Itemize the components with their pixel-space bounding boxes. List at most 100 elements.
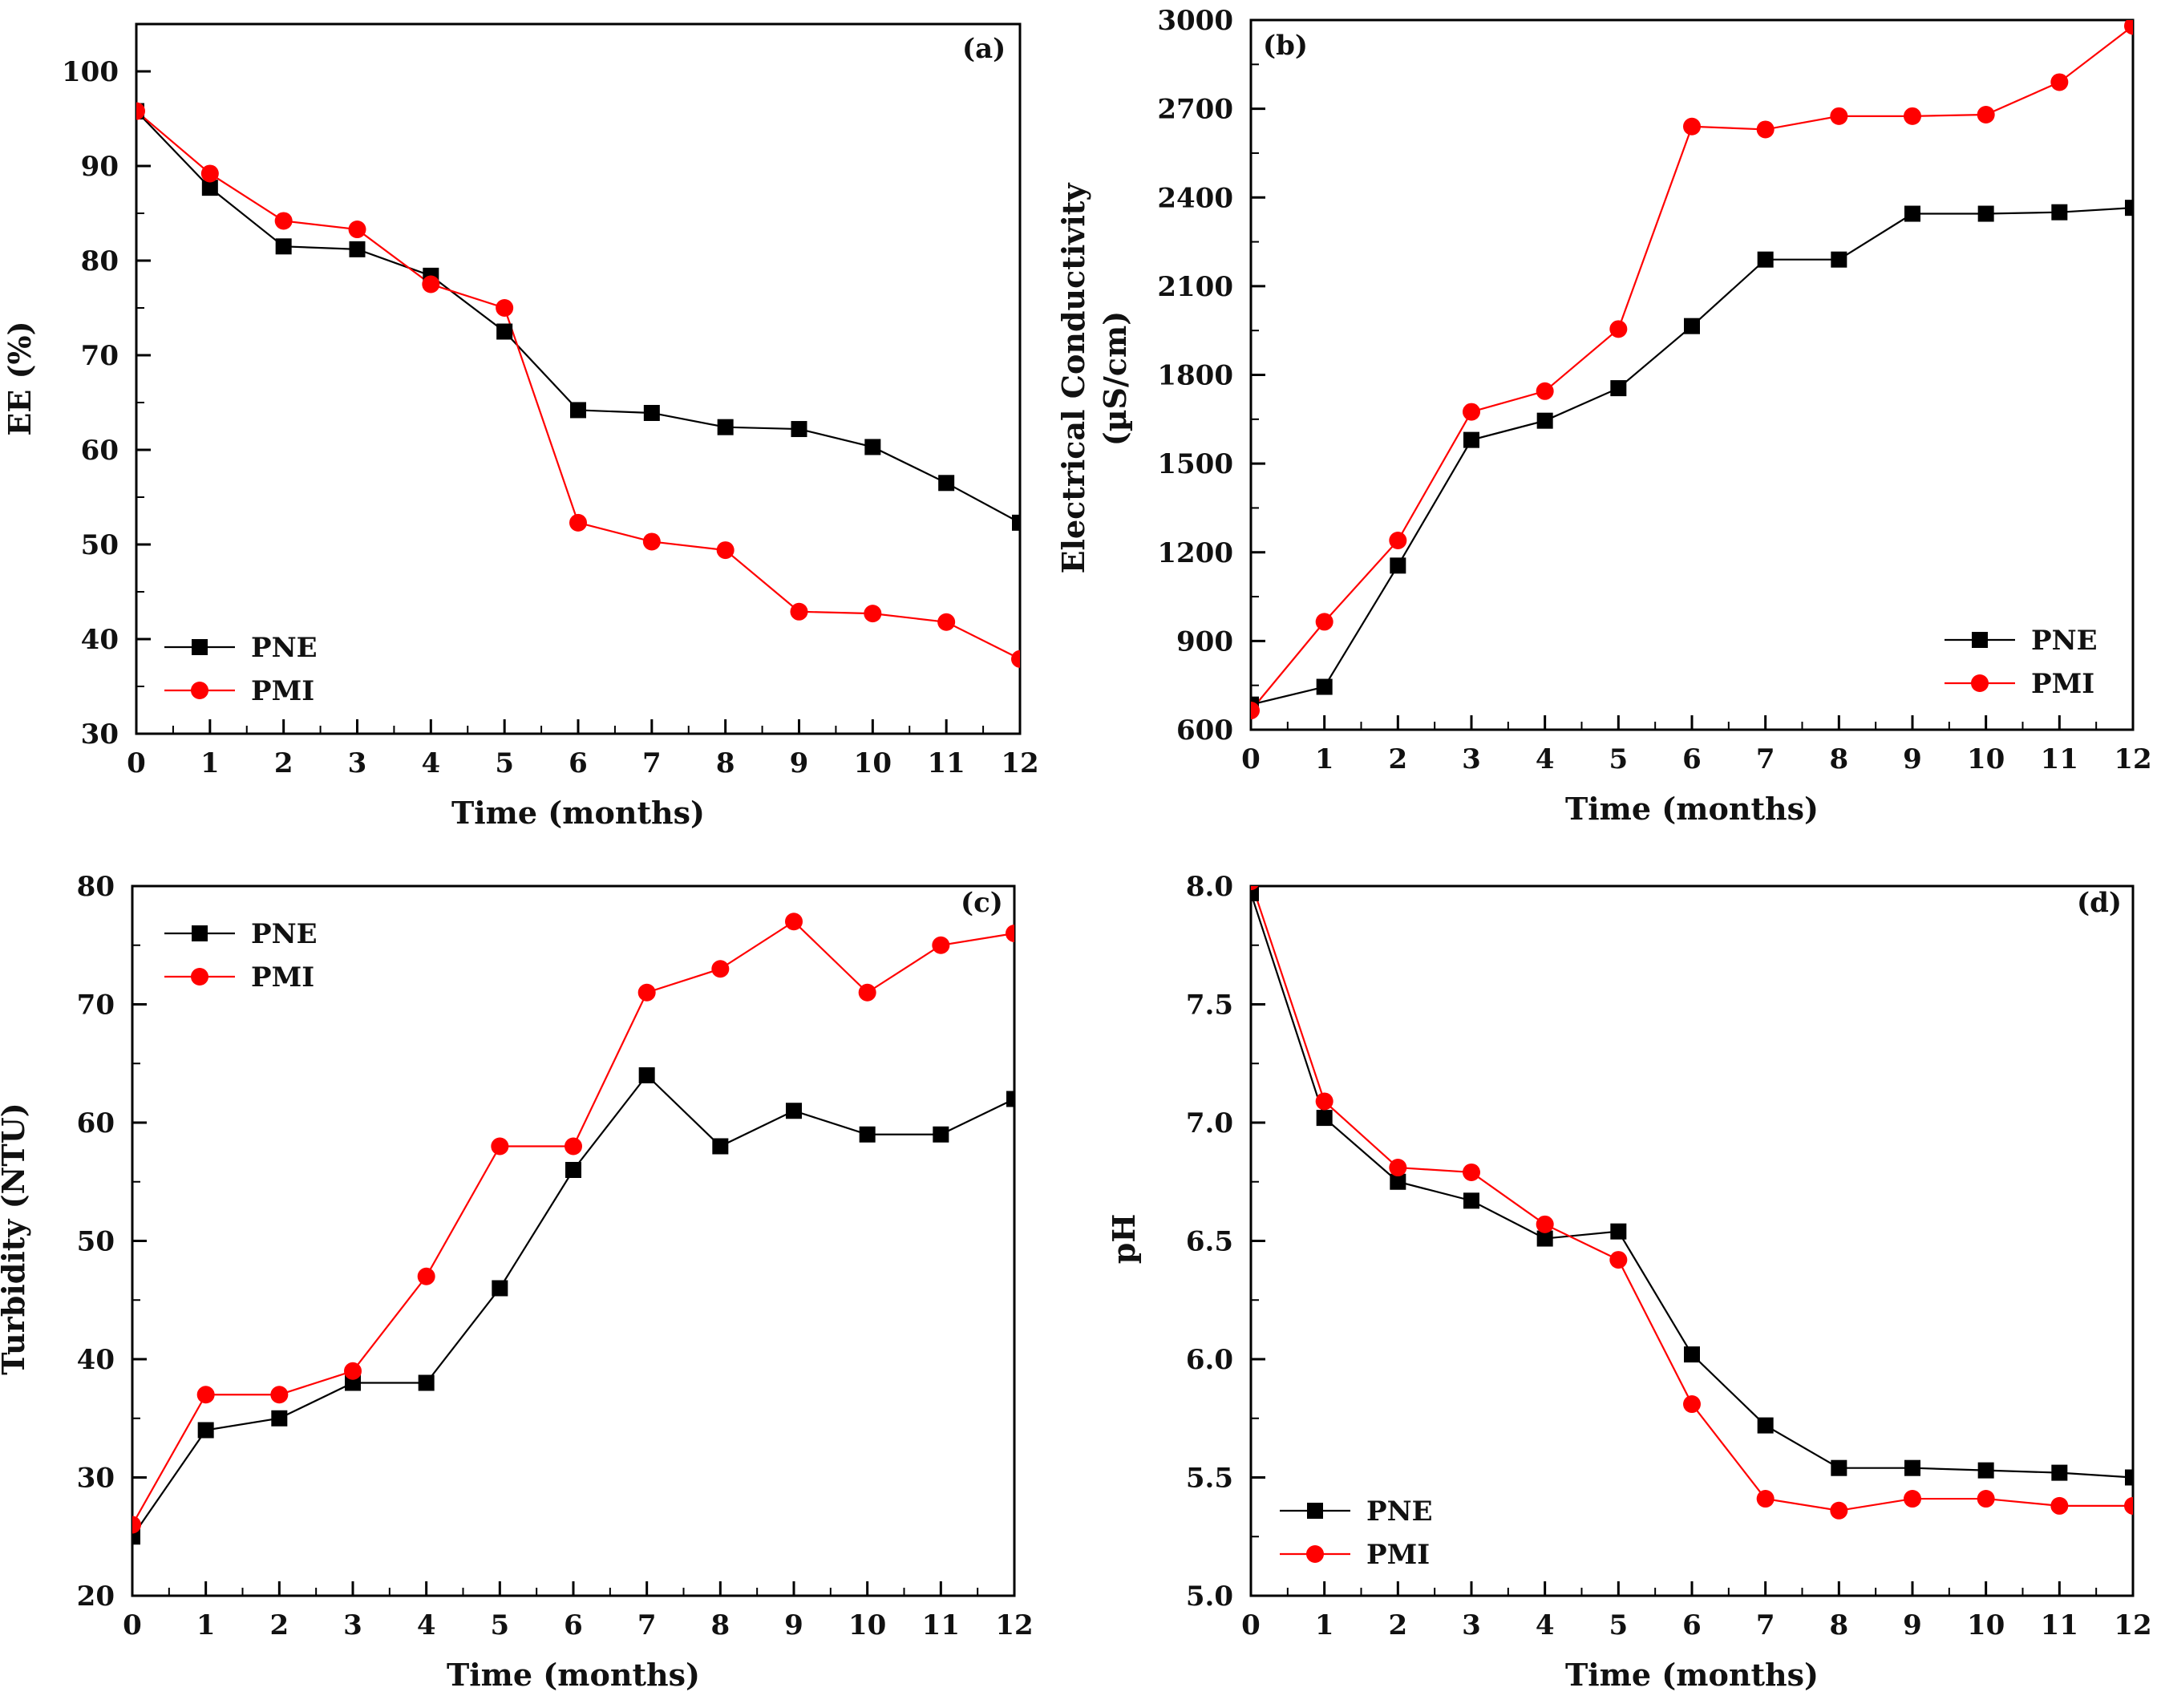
- data-point-pne: [1316, 1110, 1333, 1127]
- legend-label-pmi: PMI: [1366, 1539, 1430, 1571]
- panel-label: (b): [1263, 30, 1308, 62]
- series-line-pmi: [132, 920, 1014, 1526]
- y-tick-label: 7.5: [1186, 990, 1233, 1022]
- y-tick-label: 90: [81, 151, 119, 183]
- x-tick-label: 1: [196, 1609, 216, 1641]
- series-line-pne: [1251, 892, 2133, 1479]
- y-tick-label: 2400: [1157, 182, 1233, 214]
- data-point-pmi: [491, 1137, 509, 1156]
- x-tick-label: 9: [784, 1609, 803, 1641]
- x-tick-label: 10: [854, 747, 892, 779]
- data-point-pne: [1831, 1459, 1847, 1476]
- y-axis-title: pH: [1106, 1214, 1142, 1264]
- legend-marker-pne: [192, 639, 208, 655]
- data-point-pmi: [2124, 20, 2133, 35]
- series-group: [1251, 20, 2133, 720]
- data-point-pmi: [1683, 117, 1701, 136]
- series-line-pne: [1251, 207, 2133, 706]
- data-point-pmi: [1011, 650, 1020, 668]
- data-point-pne: [791, 421, 807, 438]
- data-point-pmi: [1536, 1215, 1554, 1233]
- data-point-pmi: [1977, 1490, 1995, 1508]
- y-tick-label: 100: [62, 56, 119, 88]
- data-point-pmi: [1683, 1395, 1701, 1414]
- x-tick-label: 6: [569, 747, 588, 779]
- data-point-pne: [1463, 1192, 1479, 1209]
- data-point-pmi: [790, 602, 808, 621]
- data-point-pne: [1536, 1230, 1553, 1247]
- data-point-pne: [933, 1126, 949, 1143]
- x-tick-label: 12: [2114, 1609, 2151, 1641]
- data-point-pmi: [569, 513, 587, 532]
- y-tick-label: 8.0: [1186, 871, 1233, 903]
- data-point-pmi: [1830, 107, 1848, 125]
- x-tick-label: 0: [1241, 1609, 1261, 1641]
- y-tick-label: 2700: [1157, 94, 1233, 126]
- x-tick-label: 6: [564, 1609, 583, 1641]
- x-tick-label: 4: [1536, 1609, 1555, 1641]
- x-tick-label: 8: [1829, 1609, 1848, 1641]
- data-point-pmi: [1756, 120, 1775, 139]
- data-point-pmi: [1463, 1163, 1480, 1181]
- x-tick-label: 2: [1388, 1609, 1407, 1641]
- data-point-pmi: [1006, 925, 1014, 942]
- legend-marker-pmi: [1971, 674, 1989, 692]
- data-point-pne: [1006, 1091, 1014, 1107]
- data-point-pne: [717, 419, 734, 435]
- legend-marker-pmi: [1306, 1545, 1324, 1563]
- data-point-pmi: [937, 613, 956, 631]
- y-tick-label: 30: [81, 718, 119, 751]
- legend-label-pmi: PMI: [251, 961, 314, 994]
- data-point-pne: [638, 1067, 655, 1083]
- y-tick-label: 2100: [1157, 271, 1233, 303]
- y-tick-label: 60: [81, 435, 119, 467]
- x-tick-label: 5: [1609, 743, 1628, 775]
- x-tick-label: 5: [495, 747, 514, 779]
- x-tick-label: 1: [1315, 743, 1334, 775]
- data-point-pne: [197, 1422, 214, 1439]
- x-tick-label: 8: [710, 1609, 730, 1641]
- data-point-pmi: [1609, 1251, 1628, 1269]
- y-axis-title: Turbidity (NTU): [0, 1103, 31, 1374]
- data-point-pmi: [1389, 532, 1407, 549]
- y-tick-label: 600: [1176, 714, 1233, 747]
- data-point-pne: [2051, 1464, 2068, 1481]
- data-point-pne: [492, 1280, 508, 1297]
- data-point-pne: [1977, 205, 1994, 222]
- data-point-pne: [1610, 380, 1627, 397]
- legend-label-pne: PNE: [251, 918, 318, 950]
- y-tick-label: 50: [81, 529, 119, 561]
- data-point-pmi: [344, 1362, 362, 1380]
- data-point-pne: [2051, 204, 2068, 221]
- x-tick-label: 11: [2041, 1609, 2078, 1641]
- y-tick-label: 1500: [1157, 448, 1233, 480]
- data-point-pne: [1977, 1462, 1994, 1479]
- data-point-pmi: [1830, 1501, 1848, 1520]
- y-tick-label: 40: [77, 1344, 115, 1376]
- data-point-pne: [1684, 1346, 1700, 1363]
- series-group: [1251, 886, 2133, 1520]
- x-tick-label: 12: [995, 1609, 1033, 1641]
- x-tick-label: 10: [1967, 1609, 2005, 1641]
- series-group: [132, 913, 1014, 1545]
- x-tick-label: 7: [1756, 743, 1775, 775]
- data-point-pne: [786, 1103, 802, 1119]
- legend: PNE PMI: [164, 918, 318, 994]
- series-group: [136, 102, 1020, 668]
- y-axis-title: EE (%): [2, 321, 38, 435]
- x-tick-label: 7: [642, 747, 662, 779]
- x-tick-label: 1: [1315, 1609, 1334, 1641]
- x-tick-label: 9: [790, 747, 809, 779]
- data-point-pmi: [1389, 1159, 1407, 1177]
- x-axis-title: Time (months): [447, 1657, 700, 1693]
- data-point-pne: [1757, 251, 1774, 268]
- x-tick-label: 7: [1756, 1609, 1775, 1641]
- data-point-pne: [1610, 1223, 1627, 1240]
- x-tick-label: 7: [637, 1609, 657, 1641]
- x-tick-label: 8: [716, 747, 735, 779]
- data-point-pmi: [348, 221, 366, 239]
- data-point-pmi: [136, 102, 145, 120]
- data-point-pne: [1904, 205, 1920, 222]
